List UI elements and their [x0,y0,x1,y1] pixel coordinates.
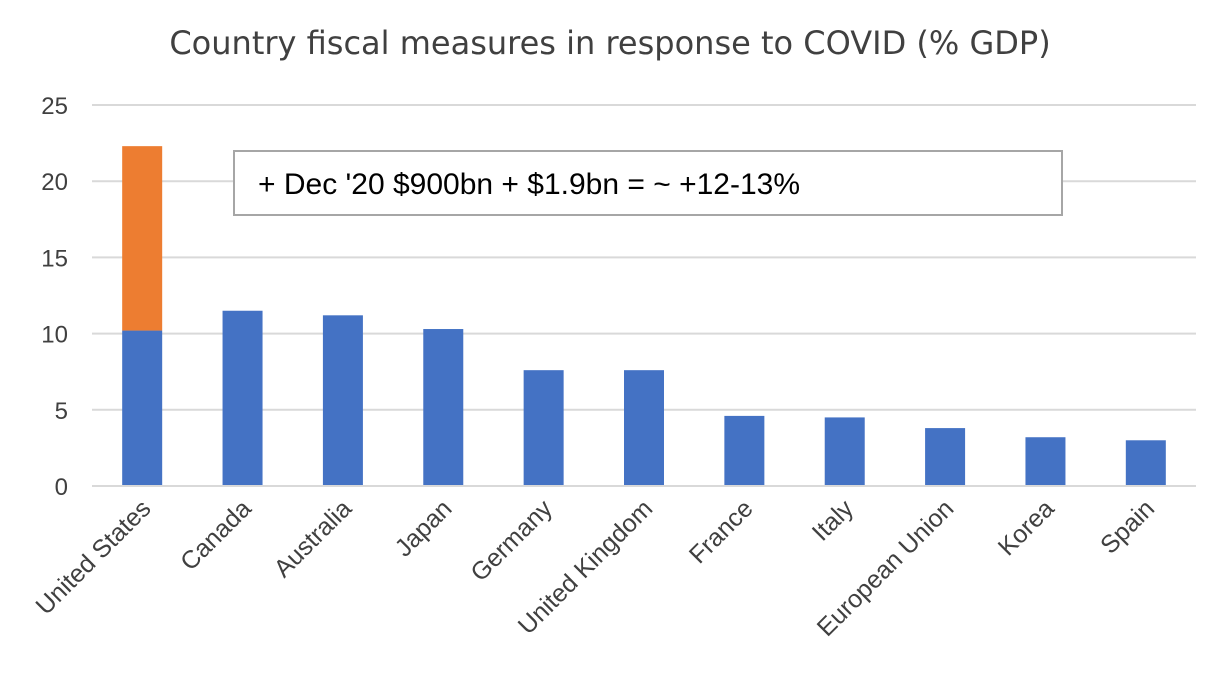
y-tick-label: 0 [55,474,68,501]
x-tick-label: Korea [993,494,1060,561]
x-tick-label: Japan [390,494,458,562]
bar-spain [1125,440,1166,486]
y-tick-label: 25 [41,93,68,120]
x-tick-label: United States [30,494,156,620]
y-axis-ticks: 0 5 10 15 20 25 [41,93,68,501]
bar-united-states-additional [122,146,163,331]
bar-canada [222,310,263,486]
bar-japan [423,329,464,486]
bar-australia [322,315,363,486]
x-tick-label: Australia [269,494,358,583]
x-tick-label: Italy [807,494,860,547]
y-tick-label: 5 [55,398,68,425]
y-tick-label: 10 [41,322,68,349]
x-tick-label: France [684,494,759,569]
bar-united-states [122,330,163,486]
annotation-box: + Dec '20 $900bn + $1.9bn = ~ +12-13% [233,150,1063,216]
x-tick-label: Canada [175,494,257,576]
y-tick-label: 20 [41,169,68,196]
chart-title: Country fiscal measures in response to C… [169,24,1050,62]
x-tick-label: Spain [1095,494,1160,559]
annotation-box-border [233,150,1063,216]
bar-germany [523,370,564,486]
bar-france [724,415,765,486]
y-tick-label: 15 [41,245,68,272]
bar-italy [824,417,865,486]
x-tick-label: Germany [465,494,558,587]
bar-korea [1025,437,1066,486]
bars [122,146,1166,486]
bar-european-union [925,428,966,486]
annotation-text: + Dec '20 $900bn + $1.9bn = ~ +12-13% [258,168,800,201]
x-axis-ticks: United States Canada Australia Japan Germany… [30,494,1160,642]
bar-united-kingdom [624,370,664,486]
